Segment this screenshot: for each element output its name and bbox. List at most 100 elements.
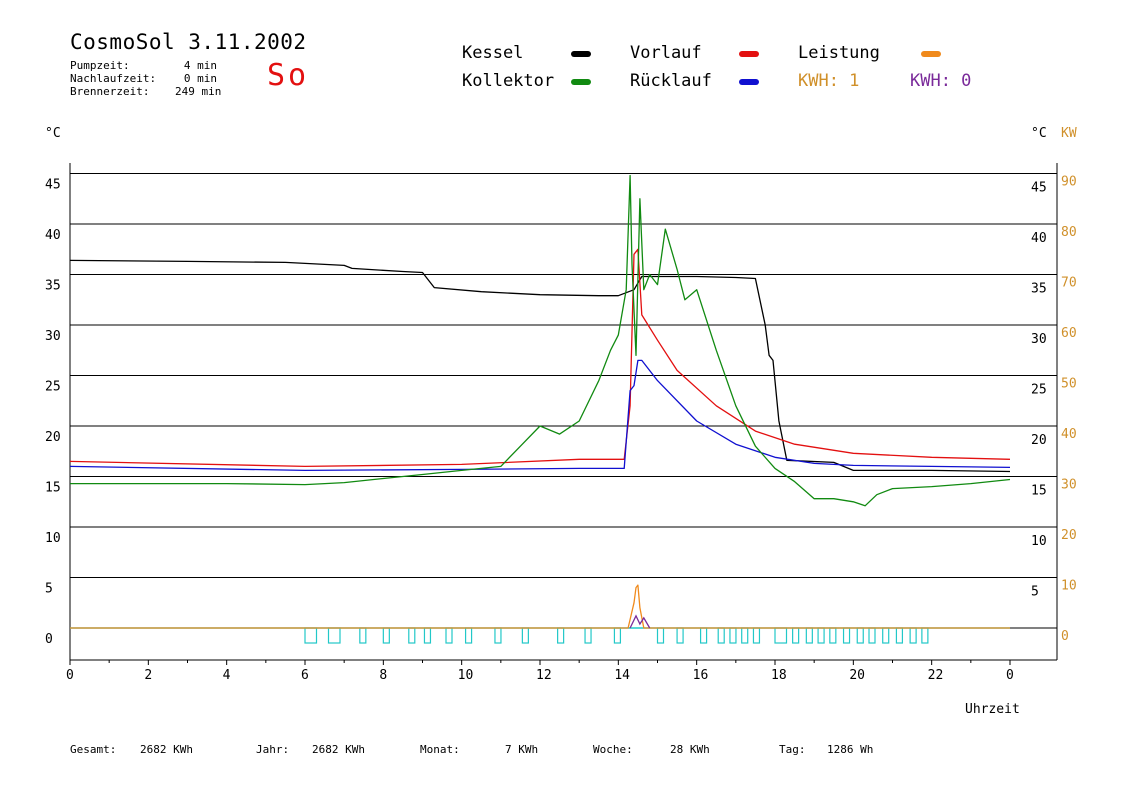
- legend-label-vorlauf: Vorlauf: [630, 43, 702, 63]
- footer-woche-label: Woche:: [593, 743, 633, 756]
- burner-pulse: [445, 627, 453, 644]
- burner-pulse: [304, 627, 318, 644]
- x-tick-label: 16: [693, 668, 709, 683]
- burner-pulse: [752, 627, 761, 644]
- legend-swatch-kollektor: [571, 79, 591, 85]
- y2-tick-label: 70: [1061, 276, 1077, 291]
- y-right-tick-label: 5: [1031, 585, 1039, 600]
- y2-tick-label: 10: [1061, 579, 1077, 594]
- footer-woche-value: 28 KWh: [670, 743, 710, 756]
- burner-pulse: [408, 627, 416, 644]
- y2-tick-label: 0: [1061, 629, 1069, 644]
- legend-swatch-leistung: [921, 51, 941, 57]
- x-tick-label: 0: [66, 668, 74, 683]
- footer-gesamt-label: Gesamt:: [70, 743, 117, 756]
- legend-kwh-1: KWH: 1: [798, 71, 860, 91]
- burner-pulse: [494, 627, 502, 644]
- burner-pulse: [423, 627, 432, 644]
- burner-pulse: [909, 627, 917, 644]
- day-label: So: [267, 58, 310, 93]
- series-line-kollektor: [70, 174, 1011, 507]
- legend-label-kessel: Kessel: [462, 43, 524, 63]
- burner-pulse: [741, 627, 749, 644]
- burner-pulse: [521, 627, 529, 644]
- y-right-tick-label: 25: [1031, 383, 1047, 398]
- y2-tick-label: 90: [1061, 175, 1077, 190]
- burner-pulse: [382, 627, 390, 644]
- burner-pulse: [464, 627, 473, 644]
- x-tick-label: 0: [1006, 668, 1014, 683]
- footer-monat-value: 7 KWh: [505, 743, 539, 756]
- y-tick-label: 15: [45, 481, 61, 496]
- burner-pulse: [817, 627, 825, 644]
- footer-monat-label: Monat:: [420, 743, 460, 756]
- y-right-tick-label: 40: [1031, 231, 1047, 246]
- right-axis-kw-unit: KW: [1061, 126, 1077, 141]
- y2-tick-label: 80: [1061, 225, 1077, 240]
- y-tick-label: 45: [45, 178, 61, 193]
- series-line-ruecklauf: [69, 359, 1011, 472]
- left-axis-unit: °C: [45, 126, 61, 141]
- burner-pulse: [842, 627, 851, 644]
- y-tick-label: 35: [45, 279, 61, 294]
- y2-tick-label: 50: [1061, 377, 1077, 392]
- x-tick-label: 4: [223, 668, 231, 683]
- y-tick-label: 20: [45, 430, 61, 445]
- burner-pulse: [895, 627, 904, 644]
- y-right-tick-label: 20: [1031, 433, 1047, 448]
- x-tick-label: 12: [536, 668, 552, 683]
- y-tick-label: 5: [45, 582, 53, 597]
- burner-pulse: [829, 627, 837, 644]
- series-line-vorlauf: [69, 248, 1011, 468]
- legend-swatch-ruecklauf: [739, 79, 759, 85]
- burner-pulse: [868, 627, 876, 644]
- burner-pulse: [729, 627, 737, 644]
- y-tick-label: 0: [45, 632, 53, 647]
- x-tick-label: 10: [458, 668, 474, 683]
- x-tick-label: 20: [849, 668, 865, 683]
- series-line-kwh0: [629, 614, 651, 629]
- legend-swatch-vorlauf: [739, 51, 759, 57]
- legend-label-leistung: Leistung: [798, 43, 880, 63]
- burner-pulse: [656, 627, 665, 644]
- chart-title: CosmoSol 3.11.2002: [70, 30, 307, 54]
- burner-pulse: [921, 627, 929, 644]
- y2-tick-label: 30: [1061, 478, 1077, 493]
- footer-tag-label: Tag:: [779, 743, 806, 756]
- x-tick-label: 22: [928, 668, 944, 683]
- burner-pulse: [584, 627, 592, 644]
- burner-pulse: [557, 627, 565, 644]
- y2-tick-label: 40: [1061, 427, 1077, 442]
- y-tick-label: 30: [45, 329, 61, 344]
- footer-jahr-label: Jahr:: [256, 743, 290, 756]
- x-tick-label: 6: [301, 668, 309, 683]
- stat-value: 249 min: [175, 85, 222, 98]
- y-right-tick-label: 30: [1031, 332, 1047, 347]
- x-tick-label: 8: [379, 668, 387, 683]
- x-axis-label: Uhrzeit: [965, 702, 1020, 717]
- stat-label: Nachlaufzeit:: [70, 72, 157, 85]
- stat-pumpzeit: Pumpzeit: 4 min: [70, 59, 217, 72]
- footer-gesamt-value: 2682 KWh: [140, 743, 193, 756]
- burner-pulse: [717, 627, 725, 644]
- y-tick-label: 25: [45, 380, 61, 395]
- y-tick-label: 40: [45, 228, 61, 243]
- stat-label: Pumpzeit:: [70, 59, 130, 72]
- footer-jahr-value: 2682 KWh: [312, 743, 365, 756]
- stat-label: Brennerzeit:: [70, 85, 150, 98]
- burner-pulse: [327, 627, 341, 644]
- legend-label-ruecklauf: Rücklauf: [630, 71, 712, 91]
- right-axis-unit: °C: [1031, 126, 1047, 141]
- y-tick-label: 10: [45, 531, 61, 546]
- legend-swatch-kessel: [571, 51, 591, 57]
- footer-tag-value: 1286 Wh: [827, 743, 874, 756]
- y2-tick-label: 60: [1061, 326, 1077, 341]
- y2-tick-label: 20: [1061, 528, 1077, 543]
- burner-pulse: [856, 627, 864, 644]
- x-tick-label: 14: [614, 668, 630, 683]
- y-right-tick-label: 15: [1031, 484, 1047, 499]
- y-right-tick-label: 35: [1031, 282, 1047, 297]
- x-tick-label: 18: [771, 668, 787, 683]
- stat-nachlaufzeit: Nachlaufzeit: 0 min: [70, 72, 217, 85]
